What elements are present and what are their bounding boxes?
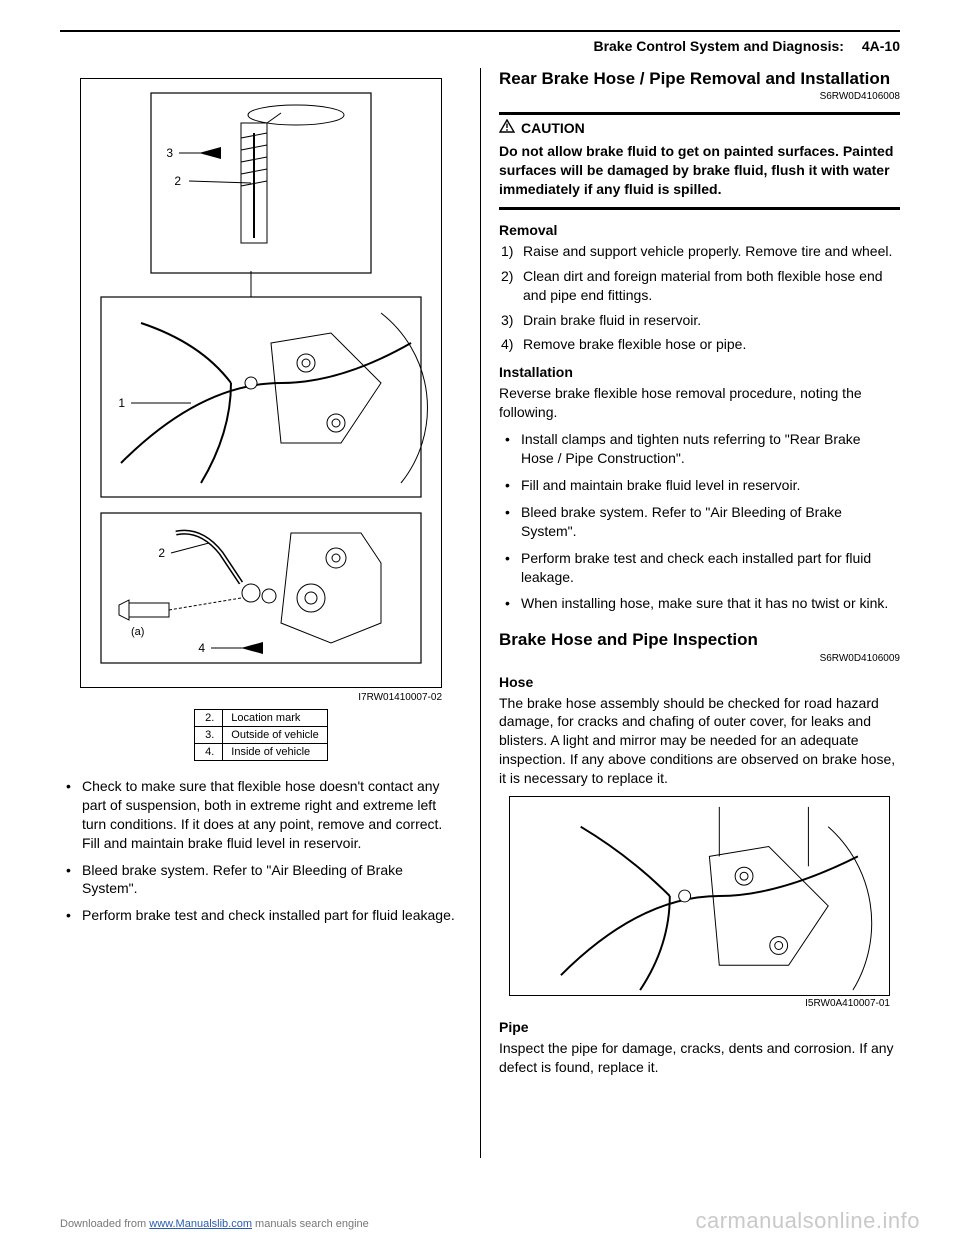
page-number: 4A-10 [862,38,900,54]
legend-num: 3. [195,727,223,744]
svg-text:(a): (a) [131,626,144,638]
installation-intro: Reverse brake flexible hose removal proc… [499,384,900,422]
proc1-id: S6RW0D4106008 [499,91,900,102]
figure-hose-id: I5RW0A410007-01 [499,998,890,1009]
legend-num: 2. [195,710,223,727]
legend-num: 4. [195,744,223,761]
list-item: Check to make sure that flexible hose do… [66,777,456,853]
table-row: 2. Location mark [195,710,327,727]
proc2-id: S6RW0D4106009 [499,653,900,664]
list-item: Fill and maintain brake fluid level in r… [505,476,894,495]
list-item: Clean dirt and foreign material from bot… [499,267,900,305]
table-row: 4. Inside of vehicle [195,744,327,761]
list-item: When installing hose, make sure that it … [505,594,894,613]
proc2-title: Brake Hose and Pipe Inspection [499,629,758,650]
warning-icon [499,119,515,136]
figure-main-svg: 3 2 [81,79,441,687]
removal-heading: Removal [499,222,900,238]
left-column: 3 2 [60,68,480,1158]
left-bullets: Check to make sure that flexible hose do… [60,777,462,925]
list-item: Install clamps and tighten nuts referrin… [505,430,894,468]
proc1-title: Rear Brake Hose / Pipe Removal and Insta… [499,68,900,89]
footer-left-post: manuals search engine [252,1218,369,1230]
footer-left: Downloaded from www.Manualslib.com manua… [60,1218,369,1230]
svg-text:4: 4 [198,641,205,655]
two-column-layout: 3 2 [60,68,900,1158]
figure-main: 3 2 [80,78,442,688]
pipe-heading: Pipe [499,1019,900,1035]
hose-heading: Hose [499,674,900,690]
watermark: carmanualsonline.info [695,1208,920,1234]
installation-heading: Installation [499,364,900,380]
right-column: Rear Brake Hose / Pipe Removal and Insta… [480,68,900,1158]
legend-text: Outside of vehicle [223,727,327,744]
svg-text:2: 2 [158,546,165,560]
caution-label: CAUTION [521,120,585,136]
figure-hose [509,796,890,996]
svg-text:3: 3 [166,146,173,160]
caution-block: CAUTION Do not allow brake fluid to get … [499,112,900,210]
top-rule [60,30,900,32]
svg-text:1: 1 [118,396,125,410]
svg-text:2: 2 [174,174,181,188]
list-item: Remove brake flexible hose or pipe. [499,335,900,354]
list-item: Perform brake test and check each instal… [505,549,894,587]
page: Brake Control System and Diagnosis: 4A-1… [0,0,960,1242]
list-item: Raise and support vehicle properly. Remo… [499,242,900,261]
removal-steps: Raise and support vehicle properly. Remo… [499,242,900,354]
pipe-para: Inspect the pipe for damage, cracks, den… [499,1039,900,1077]
page-header: Brake Control System and Diagnosis: 4A-1… [60,38,900,54]
legend-text: Location mark [223,710,327,727]
list-item: Bleed brake system. Refer to "Air Bleedi… [66,861,456,899]
installation-bullets: Install clamps and tighten nuts referrin… [499,430,900,613]
hose-para: The brake hose assembly should be checke… [499,694,900,788]
list-item: Perform brake test and check installed p… [66,906,456,925]
figure-hose-svg [510,797,889,995]
figure-main-id: I7RW01410007-02 [60,692,442,703]
caution-heading: CAUTION [499,112,900,136]
legend-text: Inside of vehicle [223,744,327,761]
footer-link[interactable]: www.Manualslib.com [149,1218,252,1230]
section-title: Brake Control System and Diagnosis: [593,38,844,54]
legend-table: 2. Location mark 3. Outside of vehicle 4… [194,709,327,761]
list-item: Bleed brake system. Refer to "Air Bleedi… [505,503,894,541]
caution-body: Do not allow brake fluid to get on paint… [499,136,900,210]
table-row: 3. Outside of vehicle [195,727,327,744]
footer-left-pre: Downloaded from [60,1218,149,1230]
list-item: Drain brake fluid in reservoir. [499,311,900,330]
